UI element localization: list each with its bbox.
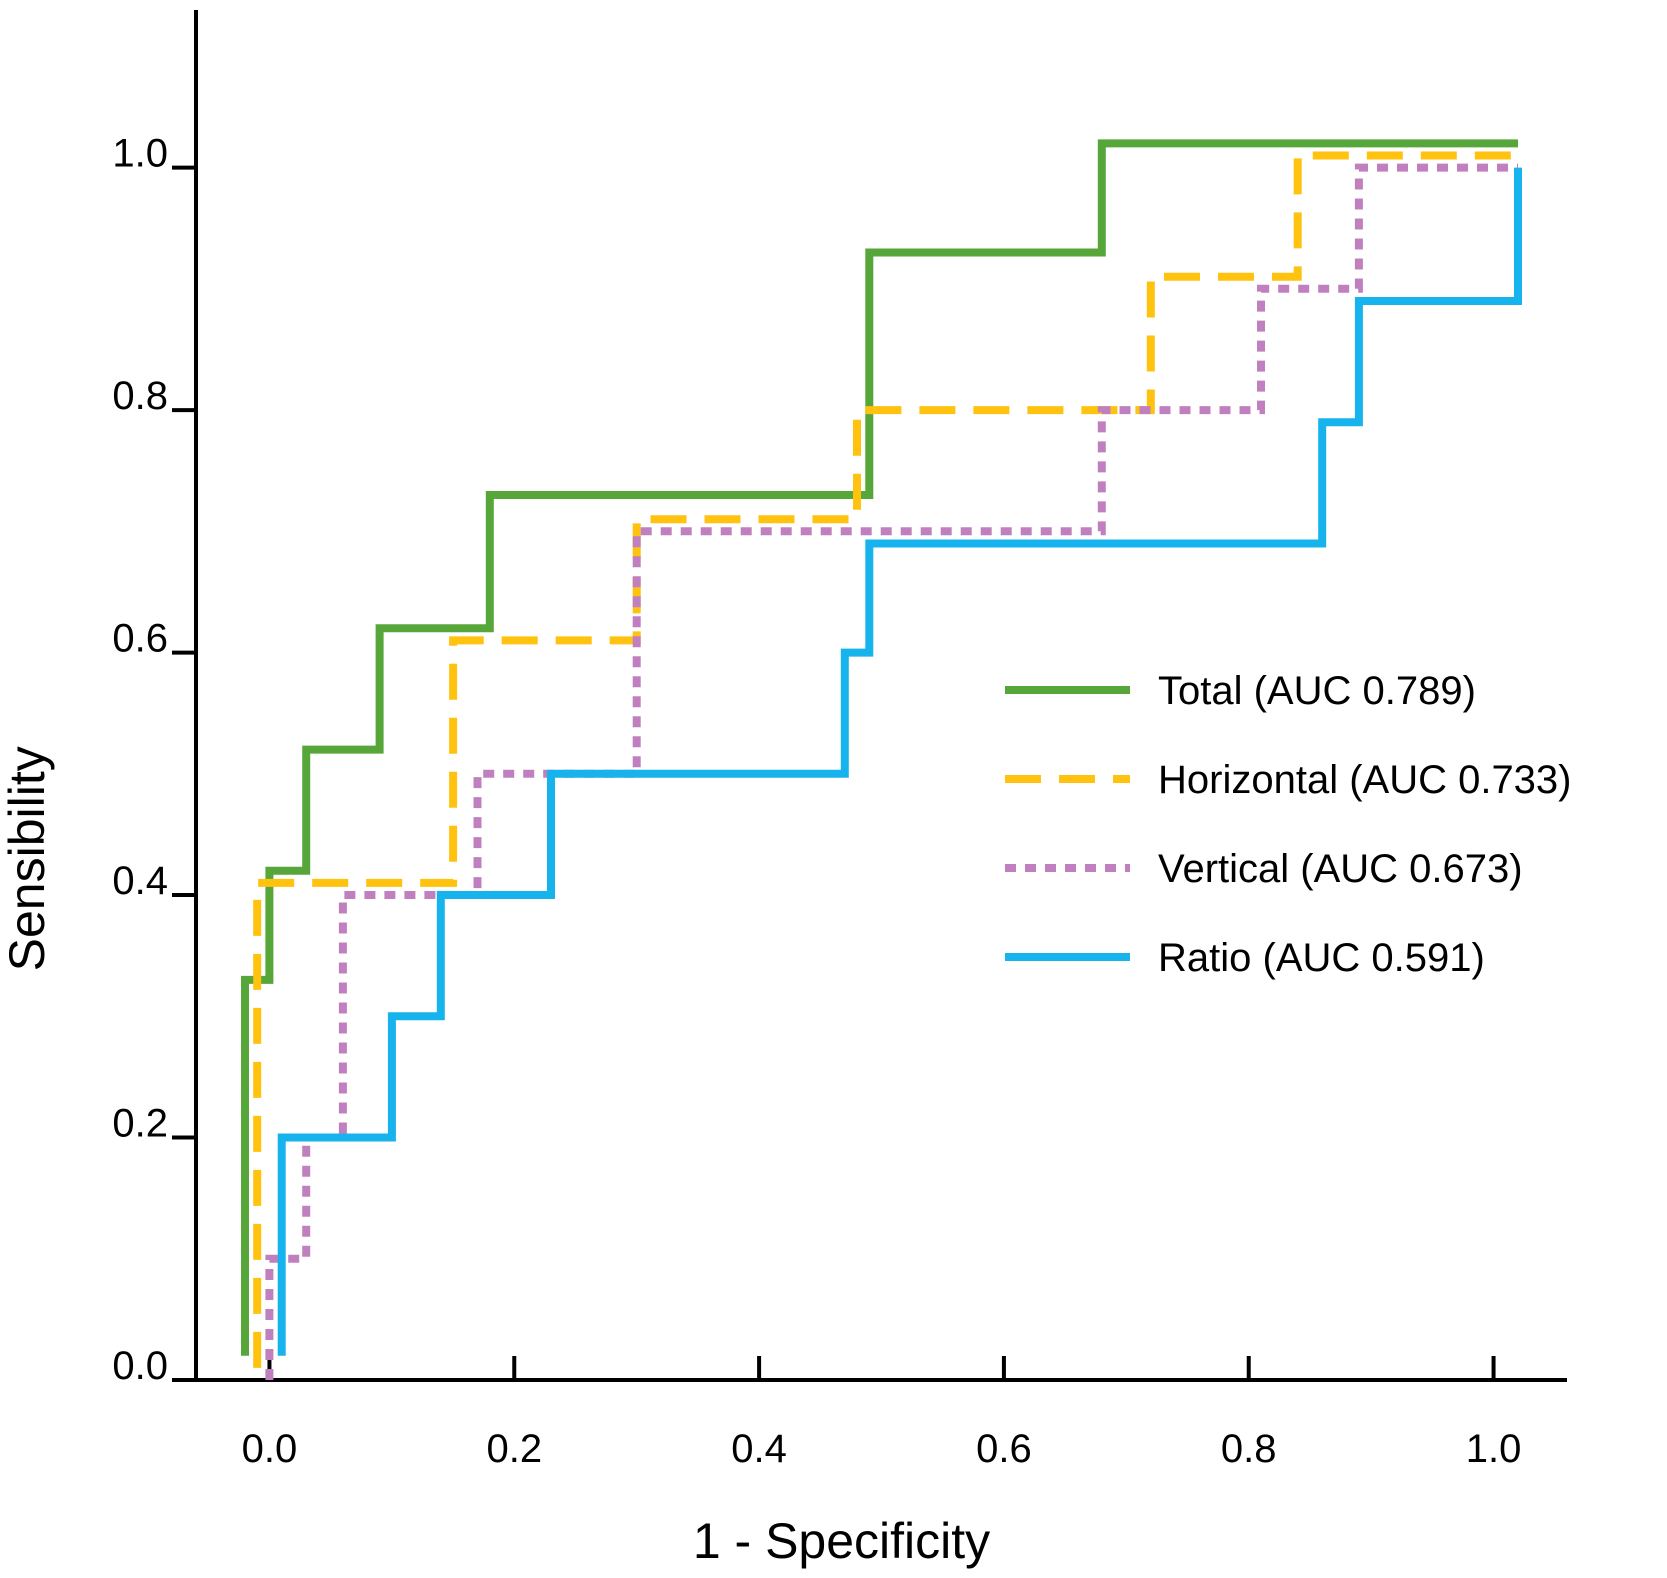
series-layer: [241, 139, 1522, 1380]
y-tick-label: 0.8: [112, 374, 168, 418]
series-line-3: [277, 167, 1522, 1356]
x-tick-label: 0.8: [1221, 1427, 1277, 1471]
x-tick-label: 0.0: [242, 1427, 298, 1471]
series-line-1: [253, 151, 1518, 1368]
axes: 0.0 0.2 0.4 0.6 0.8 1.0 0.0 0.2 0.4 0.6 0.8 1.0: [112, 10, 1567, 1471]
legend: Total (AUC 0.789) Horizontal (AUC 0.733) V…: [1005, 669, 1572, 980]
y-tick-label: 0.4: [112, 859, 168, 903]
legend-label-2: Vertical (AUC 0.673): [1158, 847, 1523, 891]
y-tick-label: 0.2: [112, 1102, 168, 1146]
legend-label-1: Horizontal (AUC 0.733): [1158, 758, 1572, 802]
x-tick-label: 0.2: [486, 1427, 542, 1471]
y-tick-label: 0.0: [112, 1344, 168, 1388]
x-tick-label: 0.4: [731, 1427, 787, 1471]
series-line-0: [241, 139, 1518, 1356]
legend-label-3: Ratio (AUC 0.591): [1158, 936, 1485, 980]
x-tick-label: 1.0: [1466, 1427, 1522, 1471]
legend-label-0: Total (AUC 0.789): [1158, 669, 1476, 713]
y-tick-label: 1.0: [112, 132, 168, 176]
y-tick-label: 0.6: [112, 617, 168, 661]
y-axis-title: Sensibility: [0, 746, 55, 971]
x-axis-title: 1 - Specificity: [693, 1513, 990, 1569]
x-tick-label: 0.6: [976, 1427, 1032, 1471]
